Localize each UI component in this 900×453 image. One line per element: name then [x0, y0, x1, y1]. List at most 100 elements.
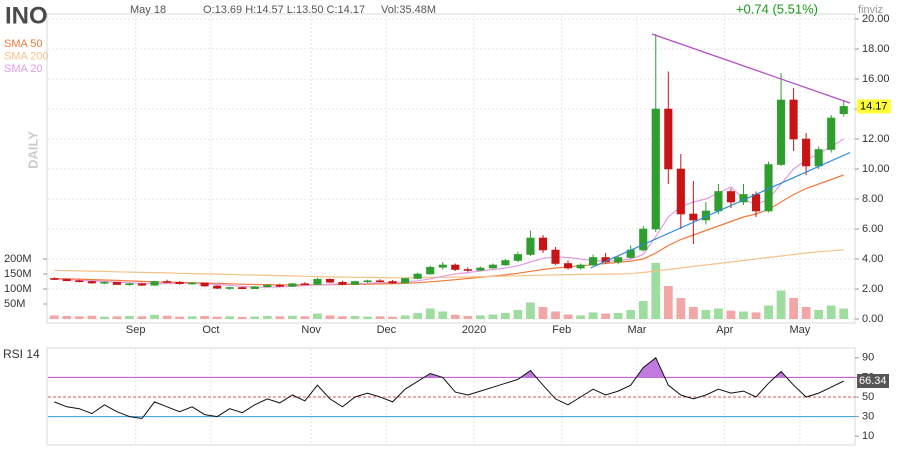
volume-bar: [789, 298, 798, 319]
volume-bar: [74, 316, 84, 319]
volume-bar: [413, 313, 423, 319]
candle-body: [814, 149, 823, 167]
volume-bar: [275, 316, 285, 319]
volume-bar: [338, 316, 347, 319]
candle-body: [451, 264, 460, 270]
volume-bar: [100, 316, 109, 319]
last-price-label: 14.17: [860, 100, 888, 112]
legend-label: SMA 50: [4, 38, 43, 50]
volume-bar: [801, 307, 811, 319]
volume-bar: [764, 305, 773, 319]
x-tick-label: Apr: [716, 324, 733, 336]
y-tick-label: 4.00: [862, 253, 883, 265]
volume-info: Vol:35.48M: [381, 4, 436, 16]
y-tick-label: 10.00: [862, 163, 890, 175]
y-tick-label: 10: [862, 430, 874, 442]
candle-body: [300, 283, 309, 286]
candle-body: [589, 257, 598, 266]
candle-body: [513, 254, 522, 261]
y-tick-label: 12.00: [862, 133, 890, 145]
candle-body: [426, 266, 435, 275]
y-tick-label: 6.00: [862, 223, 883, 235]
volume-bar: [638, 301, 648, 319]
candle-body: [338, 281, 347, 285]
volume-bar: [739, 311, 748, 319]
volume-bar: [651, 262, 661, 319]
candle-body: [62, 278, 71, 282]
candle-body: [438, 264, 447, 268]
candle-body: [125, 283, 134, 286]
candle-body: [263, 284, 272, 288]
ticker: INO: [5, 2, 48, 29]
volume-bar: [150, 314, 159, 319]
candle-body: [213, 285, 222, 289]
candle-body: [363, 280, 372, 283]
candle-body: [501, 260, 510, 266]
candle-body: [789, 99, 798, 140]
volume-bar: [626, 310, 636, 319]
volume-bar: [300, 316, 310, 319]
candle-body: [100, 281, 109, 284]
volume-bar: [488, 314, 498, 319]
candle-body: [827, 117, 836, 150]
volume-bar: [751, 312, 761, 319]
candle-body: [50, 278, 59, 280]
volume-bar: [714, 308, 723, 319]
volume-bar: [250, 316, 260, 319]
y-tick-label: 90: [862, 352, 874, 364]
x-tick-label: Sep: [126, 324, 146, 336]
candle-body: [563, 263, 573, 269]
volume-bar: [726, 310, 736, 319]
volume-bar: [112, 316, 122, 319]
y2-tick-label: 100M: [4, 283, 32, 295]
legend-label: SMA 200: [4, 50, 49, 62]
candle-body: [526, 237, 535, 255]
candle-body: [488, 264, 497, 269]
y-tick-label: 16.00: [862, 73, 890, 85]
y2-tick-label: 150M: [4, 268, 32, 280]
rsi-value-label: 66.34: [859, 375, 887, 387]
candle-body: [175, 281, 184, 285]
volume-bar: [212, 316, 222, 319]
candle-body: [75, 280, 84, 283]
candle-body: [777, 99, 786, 165]
volume-bar: [576, 315, 585, 319]
rsi-line: [54, 357, 844, 420]
candle-body: [726, 191, 736, 203]
volume-bar: [62, 316, 72, 319]
x-tick-label: Oct: [202, 324, 219, 336]
candle-body: [401, 278, 410, 284]
y-tick-label: 20.00: [862, 13, 890, 25]
volume-bar: [601, 313, 611, 319]
candle-body: [676, 168, 685, 215]
volume-bar: [363, 316, 372, 319]
candle-body: [238, 287, 247, 289]
candle-body: [325, 278, 335, 283]
candle-body: [200, 282, 209, 287]
volume-bar: [538, 307, 548, 319]
candle-body: [639, 228, 648, 251]
candle-body: [651, 108, 660, 230]
sma-line: [54, 138, 845, 288]
candle-body: [250, 286, 259, 289]
volume-bar: [325, 315, 335, 319]
volume-bar: [688, 307, 698, 319]
y-tick-label: 30: [862, 410, 874, 422]
volume-bar: [826, 305, 836, 319]
sma-line: [54, 174, 844, 286]
volume-bar: [375, 316, 385, 319]
y-tick-label: 50: [862, 391, 874, 403]
candle-body: [162, 281, 172, 283]
candle-body: [538, 237, 548, 251]
y2-tick-label: 200M: [4, 253, 32, 265]
volume-bar: [663, 286, 673, 319]
x-tick-label: Mar: [627, 324, 646, 336]
candle-body: [576, 264, 585, 269]
sma-line: [54, 249, 844, 279]
volume-bar: [513, 310, 523, 319]
volume-bar: [475, 315, 485, 319]
rsi-tag: [857, 373, 889, 388]
volume-bar: [237, 316, 247, 319]
volume-bar: [425, 308, 435, 319]
y-tick-label: 2.00: [862, 283, 883, 295]
